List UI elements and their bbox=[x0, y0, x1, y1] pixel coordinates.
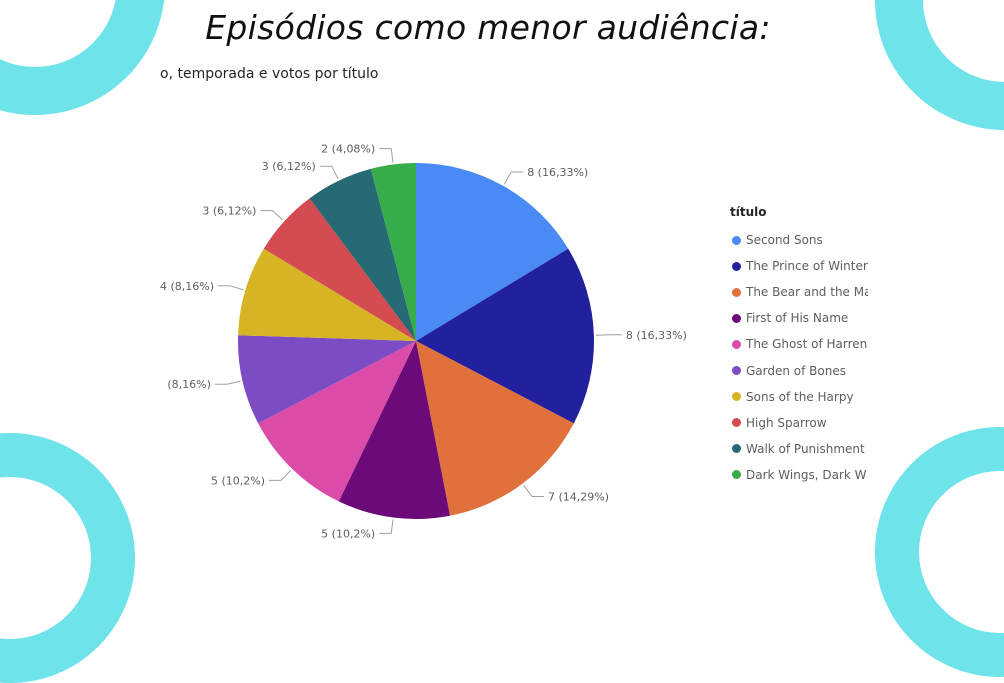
legend-swatch bbox=[732, 366, 741, 375]
data-label-1: 8 (16,33%) bbox=[527, 166, 588, 179]
data-label-9: 3 (6,12%) bbox=[262, 160, 316, 173]
data-label-5: 5 (10,2%) bbox=[211, 474, 265, 487]
leader-line-1 bbox=[504, 172, 523, 184]
legend-item[interactable]: First of His Name bbox=[730, 305, 868, 331]
data-label-2: 8 (16,33%) bbox=[626, 329, 687, 342]
legend-swatch bbox=[732, 288, 741, 297]
legend-swatch bbox=[732, 314, 741, 323]
legend: título Second Sons The Prince of Winter Th… bbox=[730, 205, 868, 488]
legend-item[interactable]: The Bear and the Ma bbox=[730, 279, 868, 305]
legend-swatch bbox=[732, 470, 741, 479]
data-label-10: 2 (4,08%) bbox=[321, 143, 375, 156]
legend-swatch bbox=[732, 236, 741, 245]
legend-swatch bbox=[732, 392, 741, 401]
legend-swatch bbox=[732, 444, 741, 453]
data-label-3: 7 (14,29%) bbox=[548, 491, 609, 504]
leader-line-7 bbox=[218, 286, 243, 290]
legend-swatch bbox=[732, 262, 741, 271]
leader-line-4 bbox=[379, 520, 393, 534]
legend-item[interactable]: The Prince of Winter bbox=[730, 253, 868, 279]
legend-title: título bbox=[730, 205, 868, 219]
leader-line-8 bbox=[260, 211, 282, 220]
legend-label: The Bear and the Ma bbox=[746, 285, 868, 299]
legend-item[interactable]: Second Sons bbox=[730, 227, 868, 253]
legend-item[interactable]: Dark Wings, Dark W bbox=[730, 462, 868, 488]
leader-line-6 bbox=[215, 381, 241, 384]
legend-item[interactable]: Garden of Bones bbox=[730, 357, 868, 383]
data-label-8: 3 (6,12%) bbox=[202, 205, 256, 218]
legend-label: Dark Wings, Dark W bbox=[746, 468, 867, 482]
legend-item[interactable]: Walk of Punishment bbox=[730, 436, 868, 462]
data-label-7: 4 (8,16%) bbox=[160, 280, 214, 293]
legend-item[interactable]: High Sparrow bbox=[730, 410, 868, 436]
leader-line-3 bbox=[524, 485, 544, 496]
legend-label: First of His Name bbox=[746, 311, 848, 325]
legend-label: The Prince of Winter bbox=[746, 259, 868, 273]
legend-swatch bbox=[732, 340, 741, 349]
legend-label: High Sparrow bbox=[746, 416, 827, 430]
legend-item[interactable]: Sons of the Harpy bbox=[730, 384, 868, 410]
legend-item[interactable]: The Ghost of Harren bbox=[730, 331, 868, 357]
leader-line-10 bbox=[379, 149, 393, 163]
legend-label: Sons of the Harpy bbox=[746, 390, 854, 404]
legend-label: Second Sons bbox=[746, 233, 823, 247]
leader-line-5 bbox=[269, 470, 291, 480]
data-label-4: 5 (10,2%) bbox=[321, 527, 375, 540]
legend-swatch bbox=[732, 418, 741, 427]
leader-line-9 bbox=[320, 166, 338, 179]
legend-label: Walk of Punishment bbox=[746, 442, 865, 456]
legend-label: The Ghost of Harren bbox=[746, 337, 867, 351]
legend-label: Garden of Bones bbox=[746, 364, 846, 378]
data-label-6: (8,16%) bbox=[167, 378, 211, 391]
